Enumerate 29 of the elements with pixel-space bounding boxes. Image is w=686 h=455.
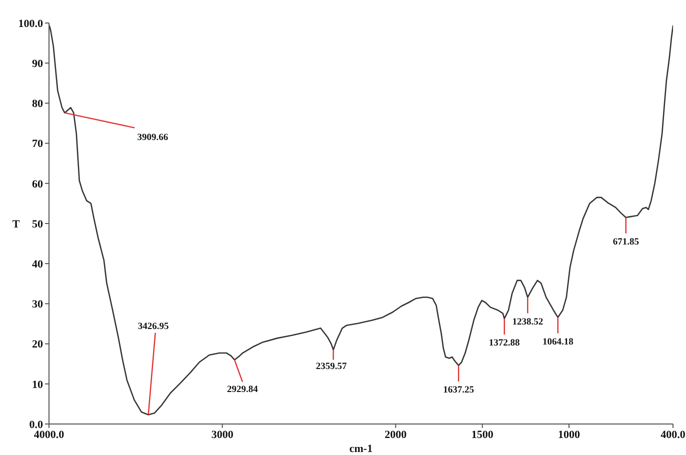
y-tick-label: 60 bbox=[32, 178, 44, 190]
annotation: 3909.66 bbox=[137, 132, 168, 143]
annotation: 2359.57 bbox=[316, 362, 348, 372]
y-tick-label: 30 bbox=[32, 298, 44, 311]
x-tick-label: 1500 bbox=[471, 428, 494, 441]
y-axis-title: T bbox=[12, 218, 20, 230]
y-tick-label: 100.0 bbox=[18, 18, 44, 30]
annotation: 1372.88 bbox=[488, 338, 520, 349]
y-tick-label: 90 bbox=[32, 58, 44, 70]
y-tick-label: 10 bbox=[32, 378, 44, 391]
x-tick-label: 1000 bbox=[558, 428, 580, 441]
annotation: 1238.52 bbox=[512, 317, 544, 328]
y-tick-label: 0.0 bbox=[29, 418, 44, 431]
line-series bbox=[49, 24, 673, 416]
x-tick-label: 3000 bbox=[211, 428, 234, 441]
annotation: 1637.25 bbox=[443, 385, 474, 396]
x-tick-label: 2000 bbox=[384, 428, 408, 441]
annotation: 3426.95 bbox=[138, 322, 170, 332]
y-tick-label: 40 bbox=[32, 258, 44, 271]
y-tick-label: 80 bbox=[32, 98, 44, 110]
x-tick-label: 4000.0 bbox=[34, 428, 65, 441]
x-axis-title: cm-1 bbox=[349, 443, 373, 455]
annotation: 1064.18 bbox=[542, 337, 574, 348]
annotation: 671.85 bbox=[612, 237, 640, 248]
y-tick-label: 70 bbox=[32, 138, 44, 150]
annotation: 2929.84 bbox=[227, 384, 258, 395]
y-tick-label: 20 bbox=[32, 338, 44, 351]
x-tick-label: 400.0 bbox=[660, 428, 686, 441]
y-tick-label: 50 bbox=[32, 218, 44, 230]
